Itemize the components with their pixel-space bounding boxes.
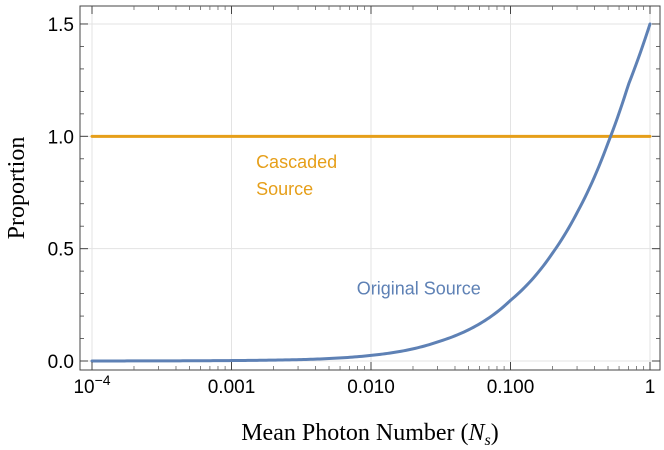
x-tick-label: 0.001 <box>208 377 256 398</box>
y-axis-title: Proportion <box>4 137 30 240</box>
x-tick-label-exponent: −4 <box>95 372 111 388</box>
x-tick-label: 0.100 <box>487 377 535 398</box>
y-tick-label: 1.5 <box>48 15 74 36</box>
series-line-original-source <box>90 22 652 363</box>
plot-border <box>79 5 661 371</box>
plot-background <box>80 6 660 370</box>
tick-marks <box>80 6 660 370</box>
y-tick-label: 0.0 <box>48 352 74 373</box>
x-axis-title-close: ) <box>491 420 499 446</box>
x-tick-label: 0.010 <box>347 377 395 398</box>
x-tick-label: 10−4 <box>73 372 110 398</box>
x-axis-title-symbol: N <box>468 420 487 446</box>
x-axis-title-subscript: s <box>485 432 491 449</box>
tick-labels: 10−4 0.001 0.010 0.100 1 0.0 0.5 1.0 1.5 <box>48 15 656 398</box>
annotation-original-source: Original Source <box>357 279 481 299</box>
series-layer <box>90 22 652 363</box>
x-tick-label-base: 10 <box>73 377 94 398</box>
plot-frame <box>79 5 661 371</box>
annotation-cascaded-source: Cascaded <box>256 152 337 172</box>
annotations: Cascaded Source Original Source <box>256 152 481 299</box>
y-tick-label: 0.5 <box>48 240 74 261</box>
y-tick-label: 1.0 <box>48 127 74 148</box>
annotation-cascaded-source: Source <box>256 179 313 199</box>
x-axis-title: Mean Photon Number (Ns) <box>241 420 499 449</box>
x-axis-title-text: Mean Photon Number ( <box>241 420 468 446</box>
x-tick-label: 1 <box>645 377 656 398</box>
